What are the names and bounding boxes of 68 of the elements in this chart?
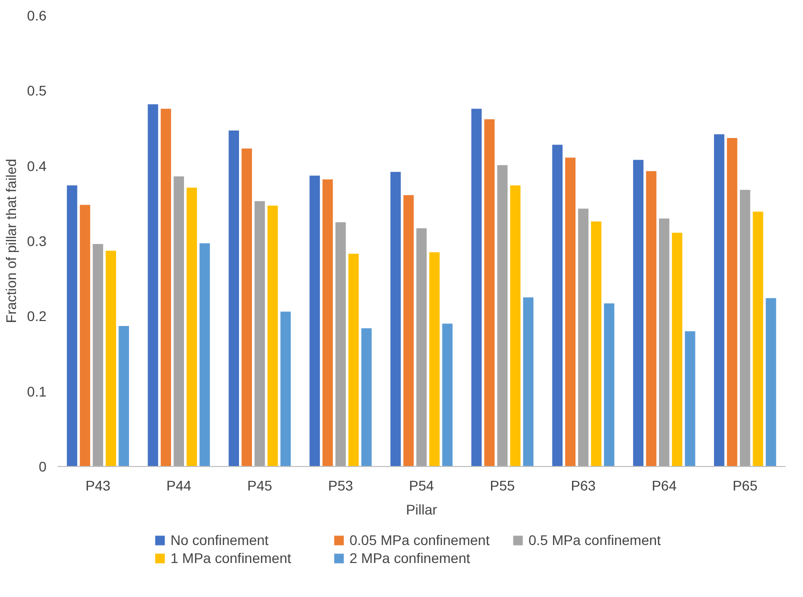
bar	[510, 185, 521, 466]
bar	[429, 252, 440, 466]
x-tick-label: P45	[247, 478, 272, 494]
bar	[254, 201, 265, 466]
legend-label: No confinement	[170, 532, 270, 548]
bar	[726, 138, 738, 466]
bar	[390, 172, 401, 466]
y-axis-title: Fraction of pillar that failed	[3, 158, 20, 324]
y-tick-label: 0	[38, 458, 47, 474]
bar	[442, 324, 453, 466]
y-tick-label: 0.6	[27, 8, 47, 24]
bar	[280, 312, 291, 466]
bar	[578, 208, 588, 466]
bar	[118, 326, 130, 466]
bar	[658, 218, 670, 466]
bar	[766, 298, 776, 466]
bar	[322, 179, 333, 466]
bar	[471, 108, 482, 466]
bar	[92, 244, 104, 466]
bar	[484, 119, 495, 466]
bar	[497, 165, 508, 466]
bar	[591, 221, 602, 466]
bar	[106, 250, 116, 466]
bar	[752, 212, 764, 466]
bar	[361, 328, 372, 466]
bar	[148, 104, 158, 466]
x-axis-title: Pillar	[406, 502, 438, 518]
bar	[403, 195, 414, 466]
y-tick-label: 0.4	[27, 158, 47, 174]
bar	[552, 144, 563, 466]
x-tick-label: P54	[409, 478, 434, 494]
bar	[66, 185, 78, 466]
y-tick-label: 0.1	[27, 383, 47, 400]
bar	[646, 171, 656, 466]
bar	[80, 204, 90, 466]
x-tick-label: P65	[732, 478, 758, 494]
x-tick-label: P43	[85, 478, 111, 494]
bar	[740, 190, 750, 466]
bar	[672, 232, 682, 466]
legend-label: 1 MPa confinement	[170, 550, 292, 566]
bar	[160, 108, 172, 466]
x-tick-label: P63	[570, 478, 596, 494]
bar	[186, 188, 197, 466]
bar	[267, 206, 278, 466]
legend-label: 0.5 MPa confinement	[528, 532, 662, 548]
bar	[335, 222, 346, 466]
x-tick-label: P44	[166, 478, 192, 494]
bar	[200, 243, 210, 466]
x-tick-label: P55	[490, 478, 516, 494]
legend-label: 2 MPa confinement	[350, 550, 472, 566]
y-tick-label: 0.5	[27, 82, 47, 99]
bar	[604, 303, 614, 466]
bar	[684, 331, 696, 466]
bar	[174, 176, 184, 466]
bar	[310, 176, 320, 466]
bar	[416, 228, 427, 466]
bar	[633, 160, 644, 466]
bar	[348, 254, 359, 466]
bar	[228, 130, 240, 466]
bar	[714, 134, 724, 466]
x-tick-label: P53	[328, 478, 354, 494]
legend-label: 0.05 MPa confinement	[350, 532, 491, 548]
bar	[523, 297, 534, 466]
y-tick-label: 0.2	[27, 308, 47, 324]
bar	[565, 158, 576, 466]
y-tick-label: 0.3	[27, 233, 47, 249]
x-tick-label: P64	[652, 478, 677, 494]
bar	[242, 148, 252, 466]
